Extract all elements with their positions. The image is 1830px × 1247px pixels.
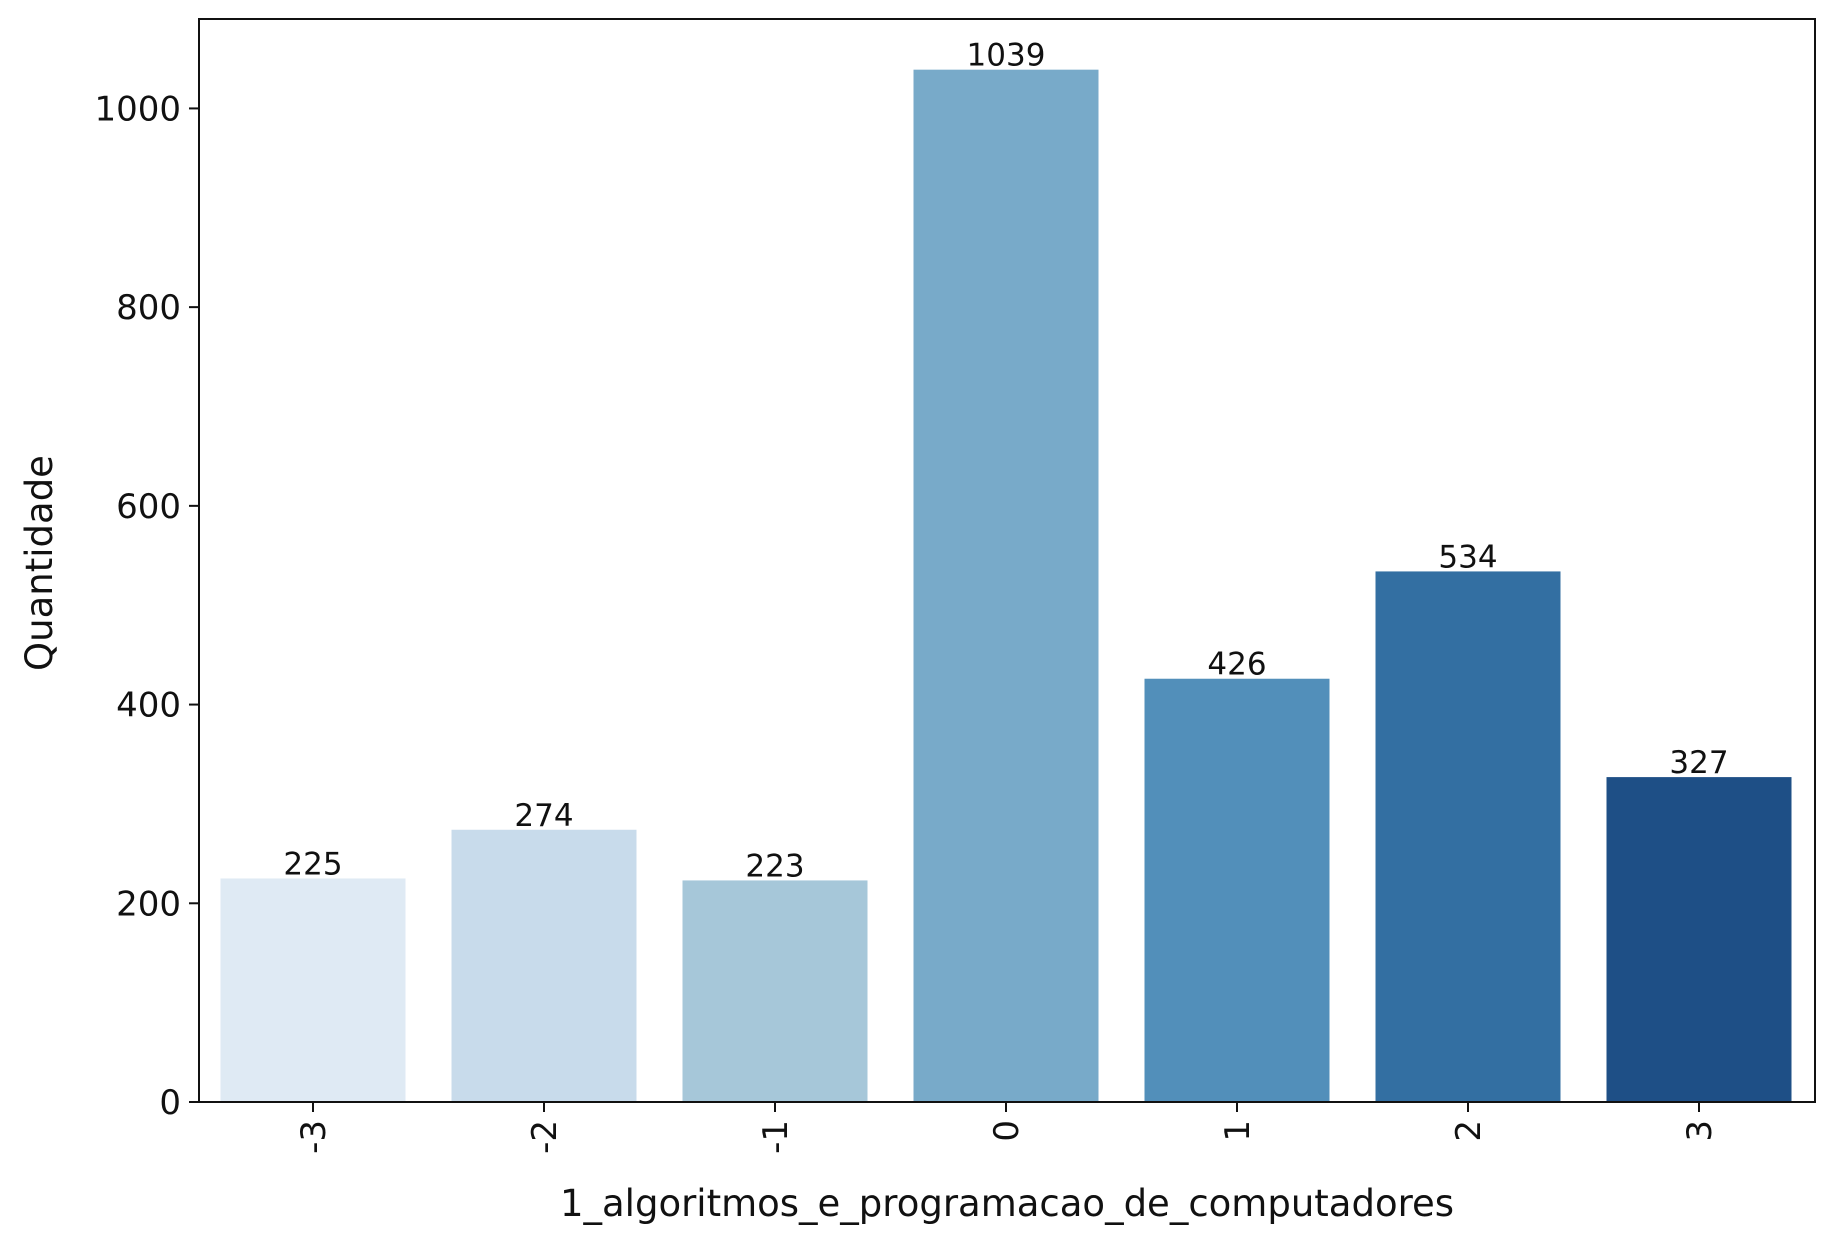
x-tick-label-5: 2 xyxy=(1449,1120,1489,1142)
data-label-2: 223 xyxy=(745,848,804,884)
bar-0 xyxy=(220,878,406,1102)
y-axis: 0 200 400 600 800 1000 xyxy=(94,89,199,1123)
x-tick-label-3: 0 xyxy=(987,1120,1027,1142)
data-label-4: 426 xyxy=(1207,647,1266,683)
bar-1 xyxy=(451,829,637,1102)
bar-4 xyxy=(1144,678,1330,1102)
bar-2 xyxy=(682,880,868,1102)
y-tick-label-3: 600 xyxy=(116,487,181,527)
data-label-3: 1039 xyxy=(967,38,1046,74)
bars-layer xyxy=(220,69,1792,1102)
data-label-0: 225 xyxy=(283,846,342,882)
bar-5 xyxy=(1375,571,1561,1102)
bar-6 xyxy=(1606,777,1792,1102)
x-tick-label-1: -2 xyxy=(525,1120,565,1154)
x-axis-title: 1_algoritmos_e_programacao_de_computador… xyxy=(560,1182,1454,1225)
x-tick-label-0: -3 xyxy=(294,1120,334,1154)
y-tick-label-5: 1000 xyxy=(94,89,181,129)
x-tick-label-6: 3 xyxy=(1680,1120,1720,1142)
bar-3 xyxy=(913,69,1099,1102)
y-axis-title: Quantidade xyxy=(18,455,61,671)
data-label-6: 327 xyxy=(1669,745,1728,781)
data-labels-layer: 225 274 223 1039 426 534 327 xyxy=(283,38,1728,885)
data-label-1: 274 xyxy=(514,798,573,834)
x-axis: -3 -2 -1 0 1 2 3 xyxy=(294,1102,1720,1154)
y-tick-label-4: 800 xyxy=(116,288,181,328)
x-tick-label-4: 1 xyxy=(1218,1120,1258,1142)
x-tick-label-2: -1 xyxy=(756,1120,796,1154)
data-label-5: 534 xyxy=(1438,539,1497,575)
y-tick-label-2: 400 xyxy=(116,686,181,726)
y-tick-label-1: 200 xyxy=(116,884,181,924)
y-tick-label-0: 0 xyxy=(159,1083,181,1123)
